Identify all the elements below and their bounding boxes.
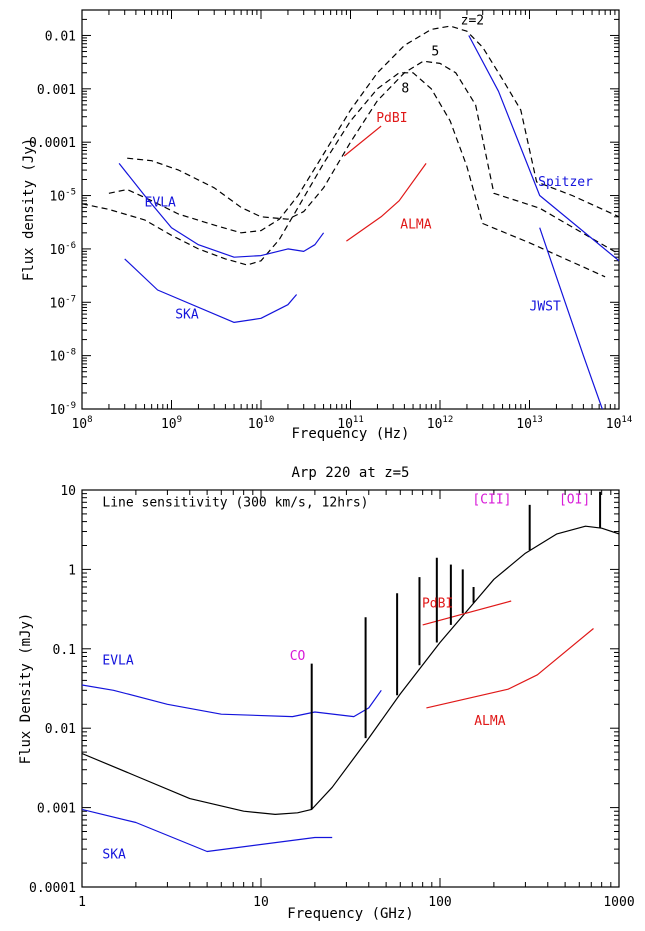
annotation-label: Line sensitivity (300 km/s, 12hrs) bbox=[102, 495, 368, 510]
y-tick-label: 10-5 bbox=[50, 188, 77, 205]
x-axis-label: Frequency (Hz) bbox=[291, 426, 409, 442]
series-z-8 bbox=[82, 72, 606, 278]
annotation-label: 5 bbox=[431, 45, 439, 60]
chart-2: 1 10 100 1000 0.0001 0.001 0.01 0.1 1 10 Frequency… bbox=[18, 465, 635, 922]
y-tick-label: 0.01 bbox=[45, 29, 76, 44]
y-tick-label: 0.01 bbox=[45, 722, 76, 737]
minor-ticks bbox=[82, 490, 619, 887]
annotation-label: CO bbox=[290, 649, 306, 664]
series-ska bbox=[124, 258, 298, 323]
y-tick-label: 10-8 bbox=[50, 348, 77, 365]
x-tick-label: 1014 bbox=[606, 415, 633, 432]
y-tick-label: 10-9 bbox=[50, 401, 77, 418]
annotation-label: z=2 bbox=[461, 14, 484, 29]
series-arp-220-continuum bbox=[82, 525, 619, 815]
annotation-label: SKA bbox=[175, 307, 199, 322]
y-tick-label: 1 bbox=[68, 563, 76, 578]
annotation-label: ALMA bbox=[400, 218, 431, 233]
series-spitzer bbox=[468, 35, 619, 262]
data-layer bbox=[82, 491, 619, 853]
series-ska bbox=[82, 808, 333, 853]
annotation-label: Spitzer bbox=[538, 175, 593, 190]
x-tick-label: 109 bbox=[161, 415, 182, 432]
y-tick-label: 0.1 bbox=[53, 643, 76, 658]
y-tick-label: 10-6 bbox=[50, 241, 77, 258]
annotation-label: JWST bbox=[530, 300, 561, 315]
chart-title: Arp 220 at z=5 bbox=[291, 465, 409, 481]
x-tick-label: 1000 bbox=[603, 895, 634, 910]
annotation-label: SKA bbox=[102, 847, 126, 862]
annotation-label: ALMA bbox=[474, 714, 505, 729]
x-axis-label: Frequency (GHz) bbox=[287, 906, 413, 922]
series-pdbi bbox=[343, 125, 382, 157]
y-axis-label: Flux Density (mJy) bbox=[18, 613, 34, 765]
annotation-label: [OI] bbox=[559, 492, 590, 507]
y-tick-label: 0.0001 bbox=[29, 881, 76, 896]
series-z-5 bbox=[127, 60, 619, 255]
series-jwst bbox=[539, 227, 603, 409]
annotation-label: 8 bbox=[401, 82, 409, 97]
series-alma bbox=[346, 163, 427, 242]
annotation-label: PdBI bbox=[422, 597, 453, 612]
series-evla bbox=[82, 684, 382, 718]
plot-frame bbox=[81, 489, 620, 888]
x-tick-label: 100 bbox=[428, 895, 451, 910]
x-tick-label: 1013 bbox=[516, 415, 543, 432]
y-tick-label: 10 bbox=[60, 484, 76, 499]
x-tick-label: 1011 bbox=[337, 415, 364, 432]
y-tick-label: 0.0001 bbox=[29, 136, 76, 151]
annotation-label: PdBI bbox=[376, 111, 407, 126]
series-evla bbox=[118, 163, 325, 258]
x-tick-label: 1012 bbox=[427, 415, 454, 432]
y-tick-label: 10-7 bbox=[50, 294, 77, 311]
x-tick-label: 108 bbox=[71, 415, 92, 432]
x-tick-label: 10 bbox=[253, 895, 269, 910]
x-tick-label: 1 bbox=[78, 895, 86, 910]
annotation-label: [CII] bbox=[472, 492, 511, 507]
series-alma bbox=[426, 628, 594, 709]
x-tick-label: 1010 bbox=[248, 415, 275, 432]
series-z-2 bbox=[108, 25, 619, 234]
chart-1: 108 109 1010 1011 1012 1013 1014 10-9 10-8 10-7 10… bbox=[21, 9, 633, 442]
annotation-label: EVLA bbox=[102, 654, 133, 669]
minor-ticks bbox=[82, 10, 619, 409]
y-tick-label: 0.001 bbox=[37, 83, 76, 98]
data-layer bbox=[82, 25, 619, 409]
annotation-label: EVLA bbox=[145, 196, 176, 211]
y-tick-label: 0.001 bbox=[37, 802, 76, 817]
y-axis-label: Flux density (Jy) bbox=[21, 138, 37, 281]
